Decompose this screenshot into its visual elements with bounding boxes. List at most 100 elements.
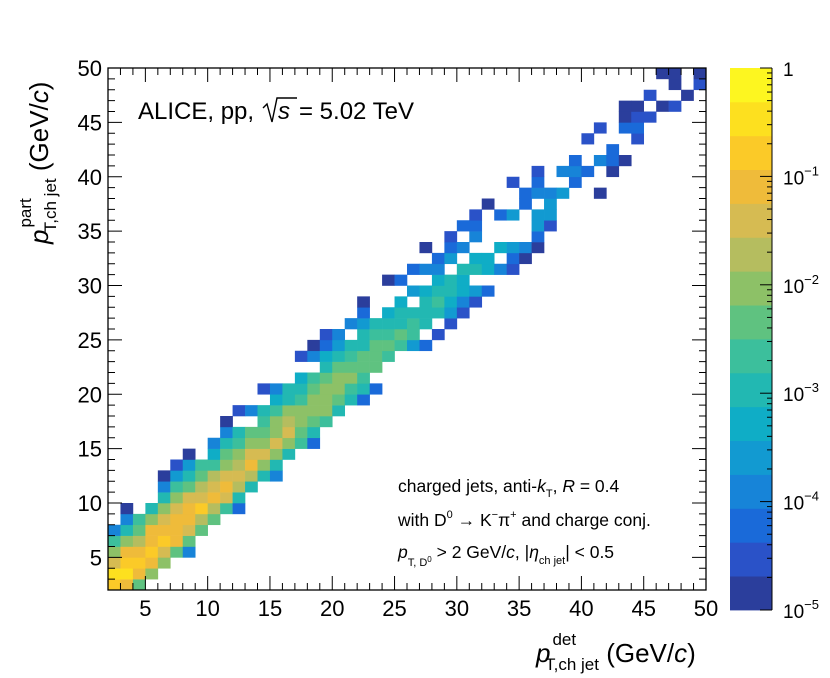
heatmap-cell bbox=[344, 394, 358, 406]
heatmap-cell bbox=[145, 568, 159, 580]
heatmap-cell bbox=[606, 144, 620, 156]
y-tick-label: 50 bbox=[78, 56, 102, 81]
y-axis-ticks: 5 10 15 20 25 30 35 40 45 50 bbox=[78, 56, 706, 591]
heatmap-cell bbox=[544, 220, 557, 232]
heatmap-cell bbox=[269, 448, 283, 460]
heatmap-cell bbox=[357, 318, 370, 330]
heatmap-cell bbox=[170, 535, 184, 547]
heatmap-cell bbox=[145, 546, 159, 558]
heatmap-cell bbox=[182, 546, 196, 558]
heatmap-cell bbox=[182, 470, 196, 482]
heatmap-cell bbox=[257, 426, 271, 439]
colorbar-band bbox=[730, 339, 772, 374]
heatmap-cell bbox=[581, 165, 595, 178]
y-tick-label: 10 bbox=[78, 491, 102, 516]
heatmap-cell bbox=[170, 481, 184, 493]
heatmap-cell bbox=[108, 546, 121, 558]
colorbar-band bbox=[730, 542, 772, 577]
heatmap-cell bbox=[344, 350, 358, 362]
heatmap-cell bbox=[282, 426, 296, 439]
colorbar-band bbox=[730, 101, 772, 137]
heatmap-cell bbox=[419, 318, 433, 330]
heatmap-cell bbox=[120, 568, 134, 580]
heatmap-cell bbox=[431, 329, 445, 341]
heatmap-cell bbox=[344, 318, 358, 330]
heatmap-cell bbox=[357, 383, 370, 395]
heatmap-cell bbox=[444, 231, 458, 243]
heatmap-cell bbox=[182, 513, 196, 526]
heatmap-cell bbox=[581, 133, 595, 145]
heatmap-cell bbox=[307, 426, 321, 439]
heatmap-cell bbox=[606, 155, 620, 167]
heatmap-cell bbox=[257, 459, 271, 471]
heatmap-cell bbox=[469, 252, 483, 265]
heatmap-cell bbox=[344, 361, 358, 373]
heatmap-cell bbox=[170, 524, 184, 536]
heatmap-cell bbox=[232, 437, 246, 449]
heatmap-cell bbox=[631, 122, 645, 134]
heatmap-cell bbox=[456, 274, 470, 286]
heatmap-cell bbox=[568, 176, 582, 188]
heatmap-cell bbox=[319, 416, 333, 428]
heatmap-cell bbox=[220, 503, 233, 515]
heatmap-cell bbox=[319, 372, 333, 384]
heatmap-cell bbox=[132, 568, 146, 580]
heatmap-cell bbox=[269, 405, 283, 417]
heatmap-cell bbox=[282, 405, 296, 417]
heatmap-cell bbox=[519, 242, 532, 254]
heatmap-cell bbox=[232, 503, 246, 515]
heatmap-cell bbox=[456, 285, 470, 297]
heatmap-cell bbox=[444, 274, 458, 286]
heatmap-cell bbox=[593, 122, 607, 134]
heatmap-cells bbox=[108, 68, 707, 591]
heatmap-cell bbox=[319, 361, 333, 373]
heatmap-cell bbox=[332, 372, 346, 384]
heatmap-cell bbox=[170, 513, 184, 526]
heatmap-cell bbox=[431, 307, 445, 319]
colorbar-band bbox=[730, 135, 772, 171]
colorbar-band bbox=[730, 271, 772, 306]
heatmap-cell bbox=[195, 470, 208, 482]
heatmap-cell bbox=[182, 448, 196, 460]
heatmap-cell bbox=[656, 100, 669, 112]
heatmap-cell bbox=[269, 426, 283, 439]
heatmap-cell bbox=[307, 416, 321, 428]
heatmap-cell bbox=[494, 209, 507, 221]
heatmap-cell bbox=[282, 383, 296, 395]
x-tick-label: 45 bbox=[631, 596, 655, 621]
x-tick-label: 40 bbox=[569, 596, 593, 621]
heatmap-cell bbox=[681, 89, 694, 101]
heatmap-cell bbox=[182, 503, 196, 515]
heatmap-cell bbox=[220, 492, 233, 504]
heatmap-cell bbox=[444, 296, 458, 308]
heatmap-cell bbox=[444, 307, 458, 319]
heatmap-cell bbox=[269, 459, 283, 471]
heatmap-cell bbox=[444, 242, 458, 254]
heatmap-cell bbox=[431, 274, 445, 286]
heatmap-cell bbox=[369, 339, 383, 352]
heatmap-cell bbox=[182, 535, 196, 547]
heatmap-cell bbox=[132, 535, 146, 547]
y-tick-label: 25 bbox=[78, 328, 102, 353]
y-tick-label: 15 bbox=[78, 437, 102, 462]
heatmap-cell bbox=[693, 78, 707, 91]
heatmap-cell bbox=[307, 339, 321, 352]
heatmap-cell bbox=[456, 220, 470, 232]
y-tick-label: 5 bbox=[90, 545, 102, 570]
heatmap-cell bbox=[481, 198, 495, 210]
heatmap-cell bbox=[357, 339, 370, 352]
heatmap-cell bbox=[369, 361, 383, 373]
heatmap-cell bbox=[394, 274, 408, 286]
heatmap-cell bbox=[456, 307, 470, 319]
heatmap-cell bbox=[269, 383, 283, 395]
heatmap-cell bbox=[232, 426, 246, 439]
heatmap-cell bbox=[307, 394, 321, 406]
heatmap-cell bbox=[319, 405, 333, 417]
heatmap-cell bbox=[157, 503, 171, 515]
heatmap-cell bbox=[419, 339, 433, 352]
heatmap-cell bbox=[394, 296, 408, 308]
x-axis-label: p det T,ch jet (GeV/c) bbox=[535, 630, 696, 674]
heatmap-cell bbox=[257, 383, 271, 395]
heatmap-cell bbox=[631, 100, 645, 112]
heatmap-cell bbox=[357, 307, 370, 319]
